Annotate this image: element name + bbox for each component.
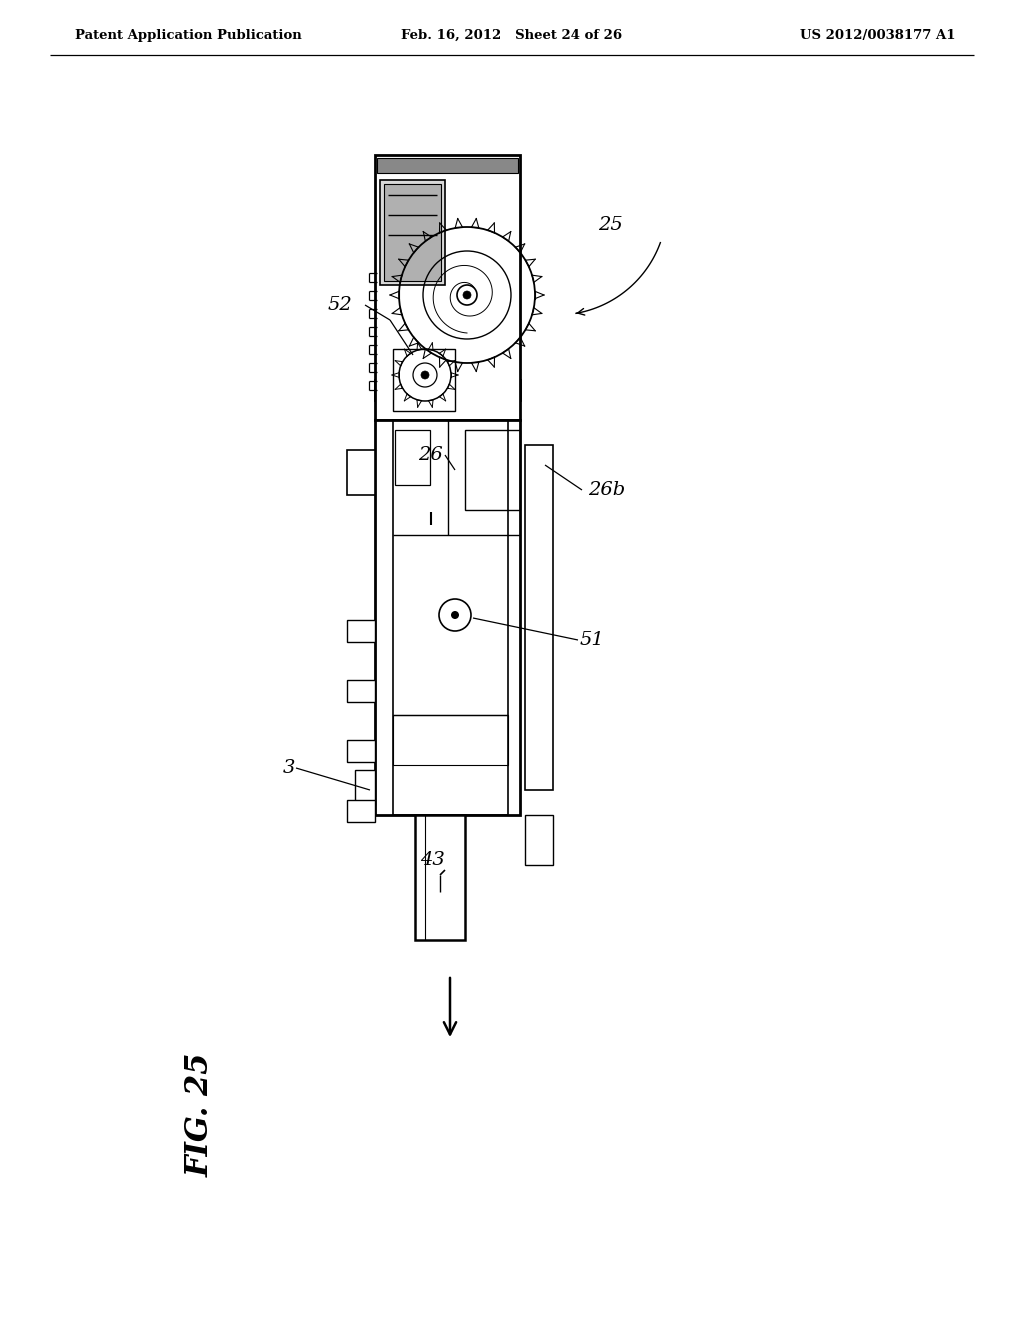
Bar: [380, 180, 445, 285]
Text: US 2012/0038177 A1: US 2012/0038177 A1: [800, 29, 955, 41]
Bar: [377, 158, 518, 173]
Bar: [465, 430, 520, 510]
Text: 26: 26: [418, 446, 442, 465]
Bar: [395, 430, 430, 484]
Circle shape: [463, 290, 471, 300]
Bar: [375, 154, 520, 420]
Text: Feb. 16, 2012   Sheet 24 of 26: Feb. 16, 2012 Sheet 24 of 26: [401, 29, 623, 41]
Text: 51: 51: [580, 631, 605, 649]
Bar: [384, 183, 441, 281]
Bar: [347, 450, 375, 495]
Bar: [347, 620, 375, 642]
Circle shape: [457, 285, 477, 305]
Bar: [393, 420, 508, 814]
Text: 52: 52: [328, 296, 352, 314]
Text: 26b: 26b: [588, 480, 626, 499]
Text: 25: 25: [598, 216, 623, 234]
Bar: [393, 348, 455, 411]
Text: Patent Application Publication: Patent Application Publication: [75, 29, 302, 41]
Bar: [347, 680, 375, 702]
Text: 43: 43: [420, 851, 444, 869]
Bar: [375, 420, 520, 814]
Bar: [415, 814, 465, 940]
Text: FIG. 25: FIG. 25: [184, 1053, 215, 1177]
Bar: [525, 445, 553, 789]
Circle shape: [421, 371, 429, 379]
Bar: [375, 380, 520, 400]
Bar: [347, 800, 375, 822]
Bar: [525, 814, 553, 865]
Text: 3: 3: [283, 759, 295, 777]
Circle shape: [451, 611, 459, 619]
Bar: [393, 715, 508, 766]
Bar: [355, 770, 375, 805]
Bar: [347, 741, 375, 762]
